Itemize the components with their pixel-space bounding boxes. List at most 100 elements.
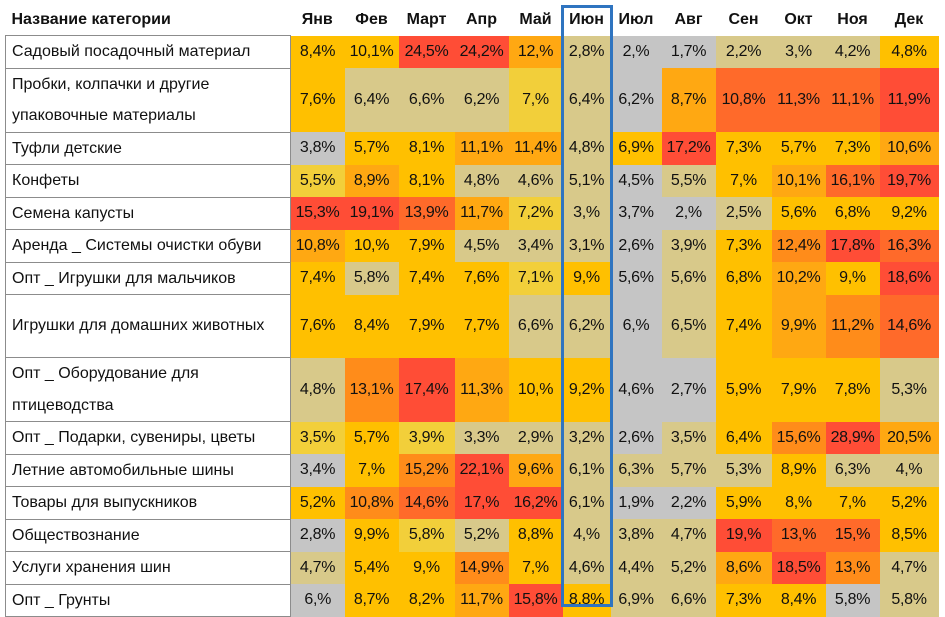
heat-cell: 9,%	[825, 262, 880, 295]
heat-cell: 16,1%	[825, 164, 880, 197]
heat-cell: 3,4%	[508, 229, 563, 262]
table-row: Аренда _ Системы очистки обуви 10,8% 10,% 7…	[5, 229, 939, 263]
heat-cell: 2,5%	[715, 197, 772, 230]
category-name: Опт _ Оборудование для птицеводства	[5, 357, 291, 422]
heat-cell: 9,2%	[562, 357, 611, 422]
heat-cell: 7,3%	[715, 229, 772, 262]
heat-cell: 6,8%	[825, 197, 880, 230]
heat-cell: 11,1%	[825, 68, 880, 132]
heat-cell: 9,%	[398, 551, 455, 584]
heat-cell: 9,2%	[879, 197, 939, 230]
month-header-oct: Окт	[771, 5, 826, 36]
category-name: Летние автомобильные шины	[5, 454, 291, 487]
heat-cell: 5,2%	[290, 486, 345, 519]
heat-cell: 8,4%	[771, 584, 826, 617]
category-name: Обществознание	[5, 519, 291, 552]
table-row: Опт _ Грунты 6,% 8,7% 8,2% 11,7% 15,8% 8,8% 6,9…	[5, 584, 939, 617]
table-row: Летние автомобильные шины 3,4% 7,% 15,2% 22,…	[5, 454, 939, 487]
heat-cell: 11,1%	[454, 132, 509, 165]
heat-cell: 8,%	[771, 486, 826, 519]
heat-cell: 7,2%	[508, 197, 563, 230]
heat-cell: 8,5%	[879, 519, 939, 552]
heat-cell: 6,4%	[715, 421, 772, 454]
heat-cell: 7,1%	[508, 262, 563, 295]
heat-cell: 5,2%	[661, 551, 716, 584]
heat-cell: 7,6%	[290, 68, 345, 132]
heat-cell: 3,9%	[661, 229, 716, 262]
heat-cell: 10,%	[508, 357, 563, 422]
table-row: Пробки, колпачки и другие упаковочные ма…	[5, 68, 939, 133]
heat-cell: 15,8%	[508, 584, 563, 617]
heat-cell: 5,5%	[661, 164, 716, 197]
category-name: Опт _ Игрушки для мальчиков	[5, 262, 291, 295]
heat-cell: 10,8%	[344, 486, 399, 519]
table-row: Услуги хранения шин 4,7% 5,4% 9,% 14,9% 7,% 4,…	[5, 551, 939, 585]
heat-cell: 7,%	[825, 486, 880, 519]
heat-cell: 2,%	[661, 197, 716, 230]
heat-cell: 5,6%	[661, 262, 716, 295]
heat-cell: 2,%	[610, 35, 662, 68]
heat-cell: 10,8%	[715, 68, 772, 132]
heat-cell: 6,2%	[562, 294, 611, 358]
month-header-may: Май	[508, 5, 563, 36]
heat-cell: 5,6%	[771, 197, 826, 230]
heat-cell: 6,2%	[454, 68, 509, 132]
heat-cell: 5,8%	[879, 584, 939, 617]
heat-cell: 7,8%	[825, 357, 880, 422]
heatmap-body: Садовый посадочный материал 8,4% 10,1% 24,5…	[5, 35, 939, 617]
heat-cell: 5,9%	[715, 357, 772, 422]
heat-cell: 5,7%	[344, 421, 399, 454]
heat-cell: 5,7%	[771, 132, 826, 165]
category-name: Семена капусты	[5, 197, 291, 230]
category-name: Услуги хранения шин	[5, 551, 291, 585]
heat-cell: 4,%	[879, 454, 939, 487]
heat-cell: 6,4%	[344, 68, 399, 132]
table-row: Обществознание 2,8% 9,9% 5,8% 5,2% 8,8% 4,% 3,8…	[5, 519, 939, 552]
heat-cell: 15,3%	[290, 197, 345, 230]
heat-cell: 5,4%	[344, 551, 399, 584]
category-name: Конфеты	[5, 164, 291, 198]
table-row: Семена капусты 15,3% 19,1% 13,9% 11,7% 7,2% 3,…	[5, 197, 939, 230]
heat-cell: 12,4%	[771, 229, 826, 262]
month-header-jan: Янв	[290, 5, 345, 36]
heat-cell: 7,%	[508, 68, 563, 132]
heat-cell: 5,2%	[454, 519, 509, 552]
heat-cell: 17,2%	[661, 132, 716, 165]
heat-cell: 4,8%	[454, 164, 509, 197]
heat-cell: 7,4%	[398, 262, 455, 295]
heat-cell: 19,1%	[344, 197, 399, 230]
heat-cell: 13,9%	[398, 197, 455, 230]
category-name: Товары для выпускников	[5, 486, 291, 520]
heat-cell: 15,2%	[398, 454, 455, 487]
heat-cell: 16,3%	[879, 229, 939, 262]
heat-cell: 18,6%	[879, 262, 939, 295]
heat-cell: 17,8%	[825, 229, 880, 262]
heat-cell: 24,5%	[398, 35, 455, 68]
heat-cell: 18,5%	[771, 551, 826, 584]
category-name: Опт _ Подарки, сувениры, цветы	[5, 421, 291, 455]
heat-cell: 8,7%	[344, 584, 399, 617]
heat-cell: 3,9%	[398, 421, 455, 454]
heat-cell: 6,3%	[610, 454, 662, 487]
heat-cell: 3,8%	[610, 519, 662, 552]
heat-cell: 2,9%	[508, 421, 563, 454]
heat-cell: 7,9%	[771, 357, 826, 422]
table-row: Товары для выпускников 5,2% 10,8% 14,6% 17,%…	[5, 486, 939, 520]
heat-cell: 11,4%	[508, 132, 563, 165]
heat-cell: 8,9%	[771, 454, 826, 487]
heat-cell: 6,6%	[508, 294, 563, 358]
month-header-aug: Авг	[661, 5, 716, 36]
heat-cell: 6,1%	[562, 454, 611, 487]
heat-cell: 5,2%	[879, 486, 939, 519]
heat-cell: 7,%	[715, 164, 772, 197]
month-header-jul: Июл	[610, 5, 662, 36]
heat-cell: 2,6%	[610, 229, 662, 262]
heat-cell: 5,8%	[344, 262, 399, 295]
heat-cell: 16,2%	[508, 486, 563, 519]
heat-cell: 8,1%	[398, 164, 455, 197]
category-name: Аренда _ Системы очистки обуви	[5, 229, 291, 263]
header-row: Название категории Янв Фев Март Апр Май …	[5, 5, 939, 36]
heat-cell: 5,7%	[661, 454, 716, 487]
heat-cell: 11,3%	[454, 357, 509, 422]
category-name: Опт _ Грунты	[5, 584, 291, 617]
